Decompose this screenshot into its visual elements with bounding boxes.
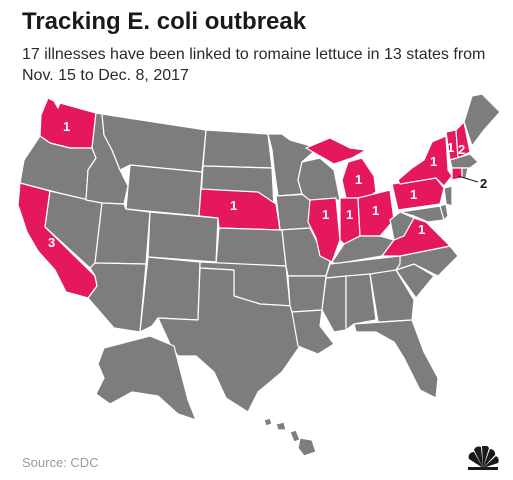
state-oh[interactable] (357, 189, 395, 237)
state-tx[interactable] (157, 267, 301, 413)
state-az[interactable] (87, 262, 147, 333)
state-fl[interactable] (353, 319, 439, 399)
state-ms[interactable] (321, 275, 347, 333)
count-pa: 1 (410, 187, 417, 202)
state-wi[interactable] (297, 157, 341, 203)
count-ne: 1 (230, 198, 237, 213)
state-md[interactable] (399, 205, 445, 223)
state-al[interactable] (345, 273, 377, 331)
state-ks[interactable] (215, 227, 287, 267)
state-me[interactable] (463, 93, 501, 147)
state-hi-big[interactable] (297, 437, 317, 457)
state-co[interactable] (147, 211, 219, 263)
state-nd[interactable] (202, 129, 273, 169)
state-nc[interactable] (395, 245, 459, 277)
count-wa: 1 (63, 119, 70, 134)
state-ri[interactable] (461, 167, 469, 179)
nbc-peacock-icon (468, 446, 499, 470)
state-de[interactable] (439, 203, 449, 221)
state-ma[interactable] (449, 153, 479, 169)
state-nj[interactable] (443, 185, 453, 207)
state-ny[interactable] (397, 135, 453, 187)
ct-leader-line (457, 175, 479, 183)
state-hi[interactable] (263, 417, 301, 443)
count-va: 1 (418, 222, 425, 237)
count-mi: 1 (355, 172, 362, 187)
subtitle: 17 illnesses have been linked to romaine… (22, 46, 486, 84)
count-in: 1 (346, 207, 353, 222)
count-ny: 1 (430, 154, 437, 169)
state-ak[interactable] (95, 335, 197, 421)
count-vt: 1 (447, 140, 454, 155)
state-ar[interactable] (287, 275, 327, 313)
state-wy[interactable] (125, 164, 203, 217)
source-note: Source: CDC (22, 455, 99, 470)
state-il[interactable] (307, 197, 341, 263)
state-mi-upper[interactable] (305, 137, 367, 165)
state-va[interactable] (381, 217, 451, 257)
count-nh: 2 (458, 142, 465, 157)
count-ca: 3 (48, 235, 55, 250)
count-ct: 2 (480, 176, 487, 191)
state-ut[interactable] (94, 202, 151, 265)
count-il: 1 (322, 207, 329, 222)
state-ct[interactable] (451, 167, 463, 181)
state-mt[interactable] (101, 113, 207, 173)
state-ga[interactable] (369, 269, 415, 323)
count-oh: 1 (372, 203, 379, 218)
page-title: Tracking E. coli outbreak (22, 8, 307, 35)
state-nh[interactable] (455, 121, 471, 159)
